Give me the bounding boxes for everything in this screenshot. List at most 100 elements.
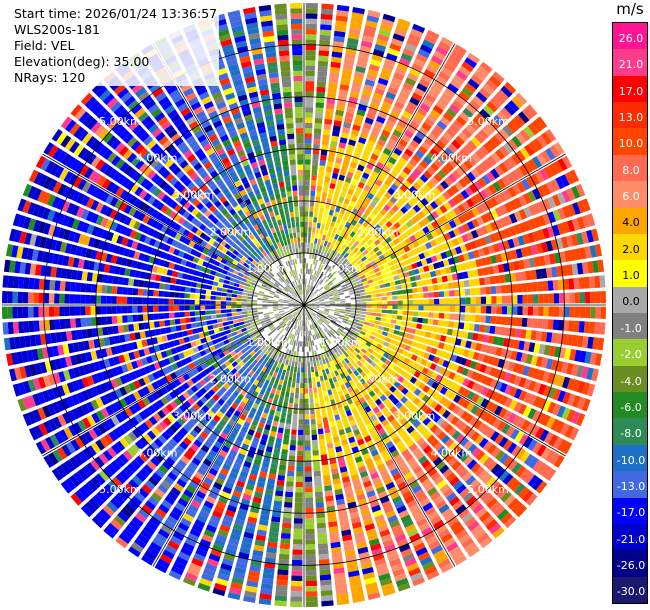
velocity-gate [444, 212, 453, 221]
velocity-gate [414, 489, 425, 499]
velocity-gate [317, 266, 321, 272]
velocity-gate [205, 310, 211, 315]
velocity-gate [496, 178, 507, 190]
velocity-gate [152, 371, 160, 380]
velocity-gate [320, 584, 333, 591]
velocity-gate [360, 239, 367, 246]
velocity-gate [319, 207, 324, 214]
velocity-gate [2, 322, 9, 335]
velocity-gate [536, 153, 547, 166]
velocity-gate [542, 213, 552, 225]
velocity-gate [355, 354, 362, 360]
velocity-gate [370, 290, 376, 294]
velocity-gate [317, 320, 322, 326]
velocity-gate [249, 565, 261, 573]
velocity-gate [354, 265, 361, 271]
velocity-gate [489, 233, 497, 243]
velocity-gate [245, 345, 252, 351]
velocity-gate [362, 281, 369, 286]
velocity-gate [196, 421, 205, 430]
velocity-gate [315, 371, 319, 377]
velocity-gate [451, 170, 461, 180]
velocity-gate [376, 305, 383, 309]
velocity-gate [259, 351, 265, 358]
velocity-gate [305, 565, 317, 571]
velocity-gate [318, 553, 330, 560]
velocity-gate [90, 386, 99, 397]
velocity-gate [290, 591, 303, 597]
velocity-gate [203, 384, 211, 392]
velocity-gate [64, 459, 76, 472]
velocity-gate [184, 410, 193, 419]
velocity-gate [337, 503, 347, 511]
velocity-gate [355, 308, 362, 311]
velocity-gate [343, 252, 349, 259]
velocity-gate [101, 285, 108, 294]
velocity-gate [386, 296, 393, 301]
velocity-gate [455, 529, 468, 540]
velocity-gate [191, 476, 202, 485]
velocity-gate [365, 351, 372, 357]
velocity-gate [160, 479, 172, 490]
velocity-gate [361, 513, 372, 521]
velocity-gate [249, 321, 256, 326]
velocity-gate [540, 357, 549, 369]
velocity-gate [255, 355, 262, 362]
velocity-gate [185, 317, 191, 323]
velocity-gate [217, 322, 224, 328]
velocity-gate [272, 301, 279, 304]
velocity-gate [315, 196, 321, 202]
velocity-gate [397, 368, 404, 375]
velocity-gate [589, 245, 597, 258]
velocity-gate [299, 309, 302, 315]
velocity-gate [241, 302, 247, 305]
velocity-gate [395, 320, 402, 325]
velocity-gate [108, 336, 116, 345]
velocity-gate [396, 243, 403, 250]
velocity-gate [296, 308, 301, 313]
velocity-gate [284, 375, 289, 382]
velocity-gate [309, 330, 312, 336]
velocity-gate [191, 457, 201, 466]
velocity-gate [330, 204, 336, 211]
velocity-gate [268, 381, 274, 388]
velocity-gate [571, 379, 581, 392]
velocity-gate [454, 464, 465, 475]
velocity-gate [506, 316, 512, 326]
velocity-gate [444, 423, 453, 433]
velocity-gate [256, 375, 262, 382]
velocity-gate [403, 357, 411, 365]
velocity-gate [186, 484, 197, 494]
velocity-gate [152, 512, 164, 523]
velocity-gate [241, 327, 247, 333]
velocity-gate [304, 398, 309, 404]
velocity-gate [369, 319, 376, 324]
velocity-gate [319, 396, 324, 403]
velocity-gate [416, 178, 425, 187]
velocity-gate [316, 418, 322, 424]
velocity-gate [274, 495, 283, 502]
velocity-gate [325, 103, 335, 110]
velocity-gate [242, 409, 249, 416]
velocity-gate [412, 576, 426, 587]
velocity-gate [404, 202, 412, 211]
velocity-gate [276, 338, 282, 345]
velocity-gate [500, 512, 513, 525]
velocity-gate [418, 311, 424, 317]
velocity-gate [413, 268, 420, 275]
velocity-gate [455, 95, 467, 106]
velocity-gate [245, 336, 252, 342]
velocity-gate [475, 342, 482, 352]
velocity-gate [301, 325, 303, 331]
velocity-gate [194, 294, 201, 299]
velocity-gate [411, 322, 417, 329]
velocity-gate [261, 353, 267, 360]
velocity-gate [414, 223, 422, 231]
velocity-gate [283, 317, 288, 322]
velocity-gate [472, 332, 479, 341]
velocity-gate [88, 339, 95, 350]
velocity-gate [488, 184, 498, 195]
velocity-gate [399, 115, 410, 124]
velocity-gate [146, 460, 157, 471]
velocity-gate [257, 381, 264, 389]
